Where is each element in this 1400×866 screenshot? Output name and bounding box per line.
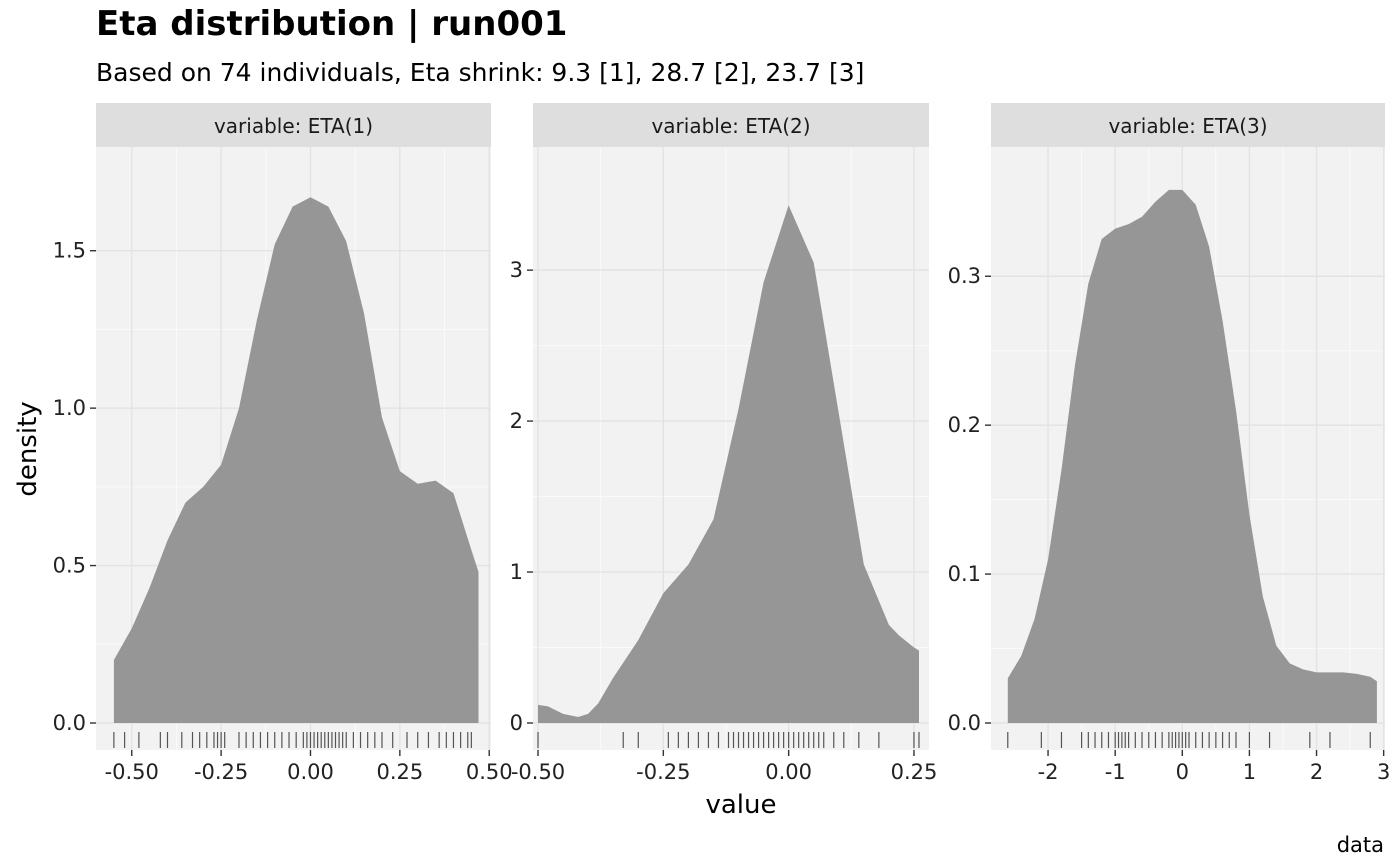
x-tick-label: -0.25 [194,760,248,784]
density-area [538,205,919,723]
x-tick-label: -2 [1038,760,1059,784]
y-axis-label: density [13,401,43,496]
strip-label: variable: ETA(3) [1108,114,1267,138]
facet-panels: variable: ETA(1)-0.50 -0.25 0.00 0.25 0.500.… [53,103,1390,784]
x-tick-label: 1 [1243,760,1256,784]
y-tick-label: 2 [510,409,523,433]
x-tick-label: 0.25 [891,760,938,784]
y-tick-label: 0.5 [53,554,86,578]
density-area [113,197,479,723]
caption: data [1337,833,1384,857]
x-tick-label: -0.50 [511,760,565,784]
x-tick-label: 0.00 [287,760,334,784]
facet-panel-2: variable: ETA(2) -0.50 -0.25 0.00 0.25 0 1 2 3 [510,103,938,784]
x-tick-label: 0.50 [466,760,513,784]
y-tick-label: 1.5 [53,239,86,263]
y-tick-label: 0.0 [53,711,86,735]
density-area [1007,189,1377,723]
y-tick-label: 3 [510,258,523,282]
facet-panel-1: variable: ETA(1) -0.50 -0.25 0.00 0.25 0.50 0.… [53,103,513,784]
x-tick-label: 3 [1377,760,1390,784]
x-tick-label: 2 [1310,760,1323,784]
x-axis-label: value [705,790,776,820]
y-tick-label: 1.0 [53,396,86,420]
y-tick-label: 0.1 [948,562,981,586]
facet-panel-3: variable: ETA(3) -2 -1 0 1 2 3 0.0 0.1 0.2 0.3 [948,103,1390,784]
x-tick-label: -1 [1105,760,1126,784]
chart-title: Eta distribution | run001 [96,4,567,44]
y-tick-label: 0.0 [948,711,981,735]
strip-background [991,103,1385,147]
x-tick-label: 0.00 [765,760,812,784]
x-tick-label: -0.50 [105,760,159,784]
x-tick-label: -0.25 [636,760,690,784]
x-tick-label: 0 [1176,760,1189,784]
y-tick-label: 0 [510,711,523,735]
y-tick-label: 1 [510,560,523,584]
strip-background [96,103,491,147]
y-tick-label: 0.3 [948,264,981,288]
strip-label: variable: ETA(1) [214,114,373,138]
chart-subtitle: Based on 74 individuals, Eta shrink: 9.3… [96,58,864,87]
strip-label: variable: ETA(2) [651,114,810,138]
y-tick-label: 0.2 [948,413,981,437]
strip-background [533,103,929,147]
x-tick-label: 0.25 [376,760,423,784]
